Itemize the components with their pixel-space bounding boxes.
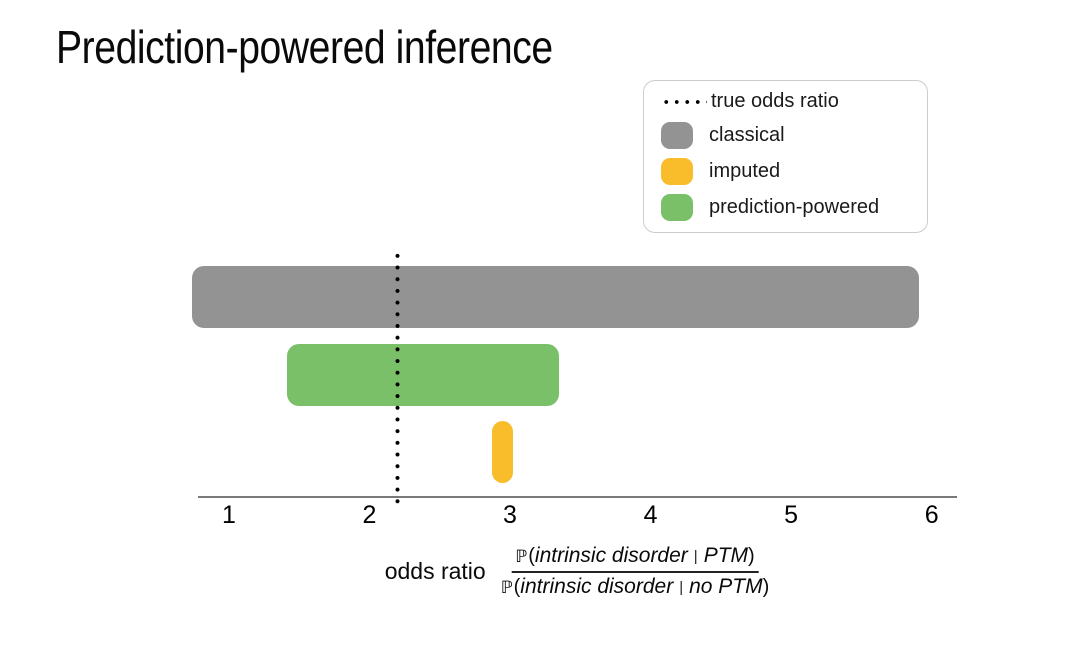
interval-bar-prediction-powered	[286, 343, 560, 406]
x-axis-label-prefix: odds ratio	[384, 558, 486, 584]
x-tick-label: 5	[784, 501, 799, 529]
x-tick-label: 3	[503, 501, 517, 529]
probability-symbol: ℙ	[500, 578, 513, 598]
true-odds-ratio-line	[395, 250, 401, 506]
classical-color-swatch	[661, 121, 693, 149]
interval-bar-imputed	[491, 421, 513, 483]
interval-bar-classical	[192, 266, 920, 328]
open-paren: (	[513, 576, 521, 598]
legend-item-true-odds-ratio: true odds ratio	[661, 86, 927, 117]
fraction-denominator: ℙ(intrinsic disorder | no PTM)	[501, 573, 770, 599]
conditional-bar: |	[679, 579, 684, 596]
fraction-numerator: ℙ(intrinsic disorder | PTM)	[511, 544, 759, 573]
denominator-event: intrinsic disorder	[520, 575, 674, 598]
dotted-line-swatch	[661, 98, 707, 105]
close-paren: )	[748, 545, 755, 567]
prediction-powered-color-swatch	[661, 193, 693, 221]
x-axis-line	[198, 496, 957, 498]
odds-ratio-fraction: ℙ(intrinsic disorder | PTM) ℙ(intrinsic di…	[501, 544, 770, 599]
x-tick-label: 6	[924, 501, 939, 529]
legend-item-prediction-powered: prediction-powered	[661, 189, 927, 225]
legend: true odds ratio classical imputed predictio…	[643, 80, 928, 233]
numerator-event: intrinsic disorder	[534, 544, 688, 567]
numerator-condition: PTM	[703, 544, 749, 567]
legend-label-imputed: imputed	[709, 159, 781, 182]
x-tick-label: 1	[221, 501, 236, 529]
legend-item-imputed: imputed	[661, 153, 927, 189]
figure-title: Prediction-powered inference	[56, 21, 553, 73]
legend-label-prediction-powered: prediction-powered	[709, 195, 880, 218]
legend-item-classical: classical	[661, 117, 927, 153]
open-paren: (	[528, 545, 535, 567]
denominator-condition: no PTM	[689, 575, 763, 598]
legend-label-true-odds-ratio: true odds ratio	[711, 90, 839, 112]
imputed-color-swatch	[661, 157, 693, 185]
close-paren: )	[762, 576, 770, 598]
legend-label-classical: classical	[709, 123, 785, 146]
x-tick-label: 4	[643, 501, 658, 529]
x-axis-label: odds ratio ℙ(intrinsic disorder | PTM) ℙ(i…	[385, 544, 770, 599]
x-tick-label: 2	[362, 501, 377, 529]
conditional-bar: |	[693, 548, 698, 565]
probability-symbol: ℙ	[515, 547, 528, 567]
